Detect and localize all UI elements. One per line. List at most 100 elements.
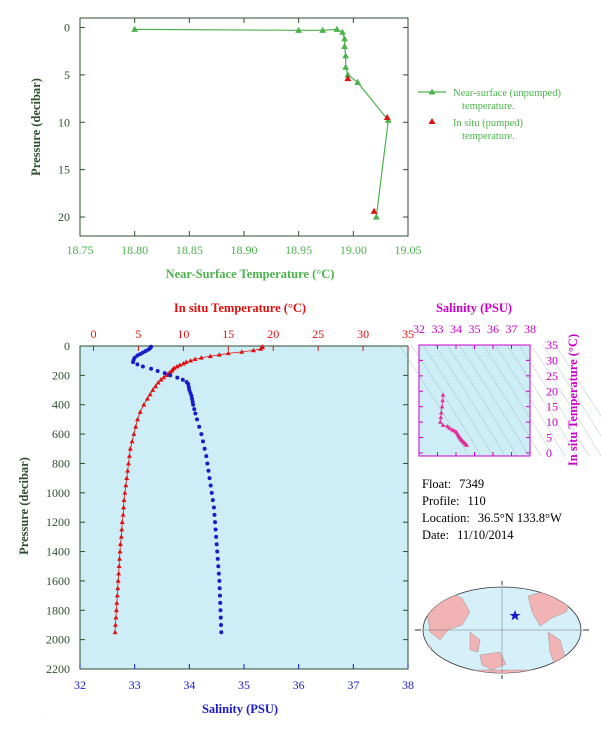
temperature-profile-point — [158, 377, 164, 382]
ts-y-tick-label: 20 — [546, 384, 558, 398]
temperature-profile-point — [119, 519, 125, 525]
ts-density-contours — [398, 344, 601, 457]
ts-point — [440, 398, 445, 403]
temperature-profile-point — [116, 563, 122, 569]
top-x-ticks: 18.75 18.80 18.85 18.90 18.95 19.00 19.05 — [67, 18, 422, 257]
pumped-temperature-point — [370, 207, 378, 214]
salinity-tick-label: 36 — [293, 678, 305, 692]
temperature-profile-point — [119, 526, 125, 532]
salinity-tick-label: 33 — [129, 678, 141, 692]
ts-density-contour — [506, 344, 578, 457]
salinity-profile-point — [131, 360, 136, 365]
temperature-profile-point — [183, 359, 189, 364]
unpumped-temperature-point — [354, 78, 362, 85]
date-row: Date: 11/10/2014 — [422, 527, 562, 544]
ts-plot-frame — [418, 344, 531, 457]
temperature-profile-point — [174, 363, 180, 369]
salinity-profile-point — [168, 373, 173, 378]
date-value: 11/10/2014 — [457, 528, 514, 542]
pressure-tick-label: 800 — [52, 456, 70, 470]
salinity-profile-point — [215, 549, 220, 554]
temperature-profile-point — [141, 402, 147, 407]
top-series — [131, 25, 392, 220]
temperature-tick-label: 15 — [222, 327, 234, 341]
unpumped-temperature-point — [338, 28, 346, 35]
salinity-profile-point — [192, 407, 197, 412]
date-label: Date: — [422, 528, 450, 542]
map-ticks — [415, 581, 589, 679]
temperature-profile-point — [116, 570, 122, 576]
salinity-profile-point — [180, 377, 185, 382]
profile-plot-frame — [79, 345, 409, 670]
float-value: 7349 — [459, 477, 485, 491]
temperature-profile-point — [120, 512, 126, 517]
unpumped-temperature-point — [344, 71, 352, 78]
profile-chart: 0 5 10 15 20 25 30 35 32 33 34 35 36 37 38 0 200 400 600… — [17, 301, 414, 716]
temperature-tick-label: 30 — [357, 327, 369, 341]
ts-x-tick-label: 32 — [413, 322, 425, 336]
temperature-profile-point — [121, 504, 127, 510]
ts-density-contour — [422, 344, 494, 457]
ts-x-ticks: 32 33 34 35 36 37 38 — [413, 322, 536, 456]
unpumped-temperature-point — [319, 26, 327, 33]
ts-x-tick-label: 35 — [469, 322, 481, 336]
temperature-ticks: 0 5 10 15 20 25 30 35 — [90, 327, 414, 351]
temperature-profile-point — [155, 380, 161, 385]
legend-green-triangle — [428, 88, 436, 95]
ts-point — [438, 410, 444, 415]
salinity-profile-point — [204, 454, 209, 459]
temperature-profile-point — [135, 416, 140, 422]
unpumped-temperature-point — [342, 52, 350, 59]
ts-x-tick-label: 37 — [506, 322, 518, 336]
ts-points — [437, 392, 470, 447]
temperature-profile-point — [112, 629, 118, 635]
ts-y-tick-label: 25 — [546, 369, 558, 383]
salinity-ticks: 32 33 34 35 36 37 38 — [74, 664, 414, 692]
ts-point — [439, 404, 445, 409]
ts-x-tick-label: 36 — [487, 322, 499, 336]
pressure-tick-label: 1400 — [46, 545, 70, 559]
float-info-panel: Float: 7349 Profile: 110 Location: 36.5°N 1… — [422, 476, 562, 544]
ts-x-axis-label: Salinity (PSU) — [436, 301, 512, 315]
temperature-profile-point — [125, 468, 131, 473]
salinity-profile-point — [206, 468, 211, 473]
ts-y-tick-label: 0 — [546, 446, 552, 460]
pressure-tick-label: 400 — [52, 398, 70, 412]
salinity-profile-point — [218, 615, 223, 620]
temperature-profile-point — [113, 607, 119, 613]
salinity-profile-point — [208, 483, 213, 488]
temperature-tick-label: 10 — [177, 327, 189, 341]
salinity-profile-point — [207, 476, 212, 481]
temperature-axis-label: In situ Temperature (°C) — [174, 301, 306, 315]
pressure-tick-label: 0 — [64, 339, 70, 353]
top-y-ticks: 0 5 10 15 20 — [58, 20, 408, 224]
top-y-tick-label: 5 — [64, 68, 70, 82]
temperature-profile-point — [131, 431, 137, 436]
salinity-profile-point — [162, 371, 167, 376]
salinity-profile-point — [155, 368, 160, 373]
salinity-profile-point — [210, 498, 215, 503]
ts-density-contour — [470, 344, 542, 457]
temperature-profile-point — [188, 358, 194, 363]
salinity-profile-point — [175, 375, 180, 380]
unpumped-temperature-point — [341, 35, 349, 42]
ts-density-contour — [518, 344, 590, 457]
temperature-profile-point — [115, 578, 121, 583]
temperature-profile-point — [113, 622, 118, 627]
top-x-axis-label: Near-Surface Temperature (°C) — [166, 267, 335, 281]
unpumped-temperature-point — [295, 26, 303, 33]
unpumped-temperature-point — [372, 213, 380, 220]
ts-point — [440, 392, 446, 397]
top-legend: Near-surface (unpumped) temperature. In … — [418, 88, 561, 142]
temperature-profile-point — [114, 600, 120, 605]
salinity-profile-point — [197, 424, 202, 429]
profile-value: 110 — [467, 494, 486, 508]
salinity-profile-point — [205, 461, 210, 466]
tiny-footer-text: . — [44, 710, 45, 714]
temperature-profile-point — [113, 615, 119, 620]
temperature-profile-point — [216, 352, 222, 357]
salinity-tick-label: 32 — [74, 678, 86, 692]
pressure-tick-label: 1000 — [46, 486, 70, 500]
temperature-profile-point — [239, 349, 245, 354]
